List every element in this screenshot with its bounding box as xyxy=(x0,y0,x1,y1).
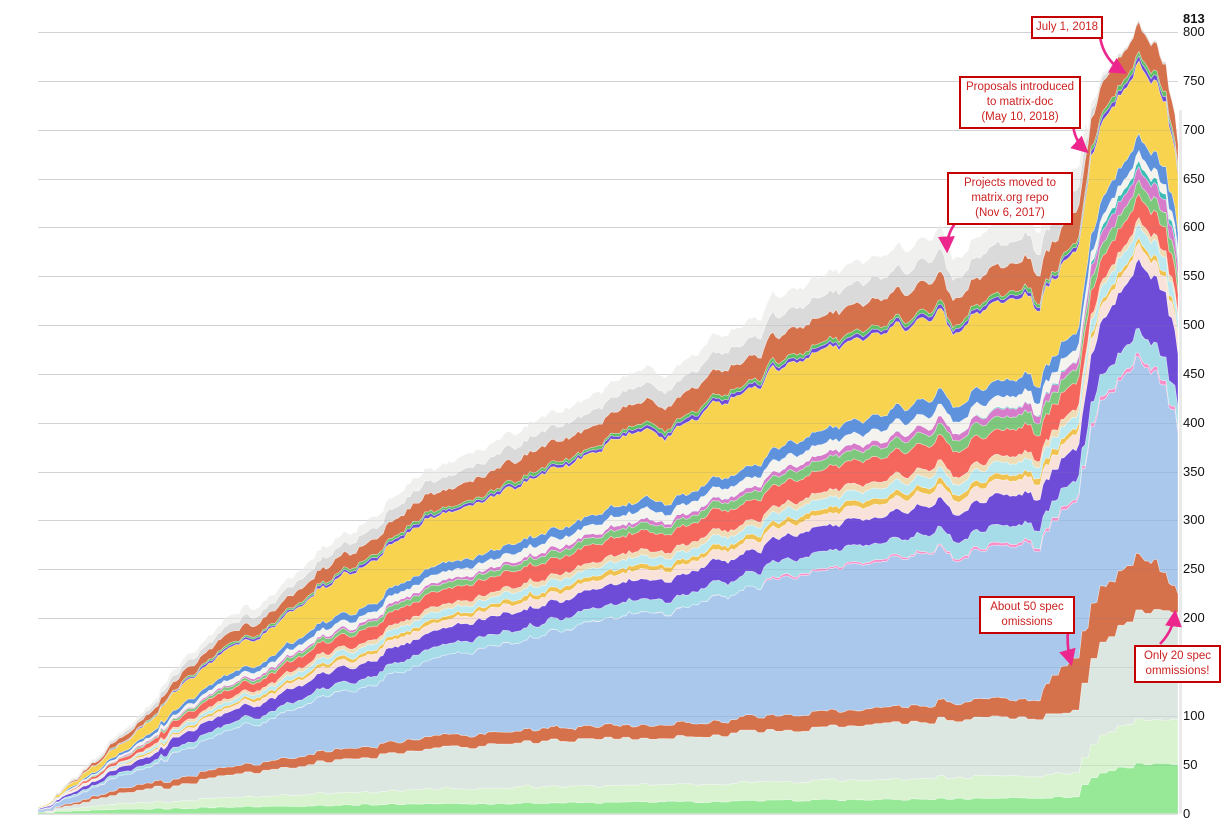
y-axis-tick-label-650: 650 xyxy=(1183,170,1205,186)
y-axis-tick-label-200: 200 xyxy=(1183,610,1205,626)
y-axis-tick-label-550: 550 xyxy=(1183,268,1205,284)
y-axis-tick-label-150: 150 xyxy=(1183,658,1205,674)
y-axis-tick-label-813: 813 xyxy=(1183,11,1205,27)
y-axis-tick-label-750: 750 xyxy=(1183,72,1205,88)
area-band-top-white xyxy=(37,17,1179,808)
y-axis-tick-label-700: 700 xyxy=(1183,121,1205,137)
y-axis-tick-label-100: 100 xyxy=(1183,707,1205,723)
annotation-arrow-only-20-spec-ommissions xyxy=(1159,609,1182,645)
y-axis-tick-label-450: 450 xyxy=(1183,365,1205,381)
y-axis-tick-label-600: 600 xyxy=(1183,219,1205,235)
y-axis-tick-label-50: 50 xyxy=(1183,756,1198,772)
y-axis-tick-label-350: 350 xyxy=(1183,463,1205,479)
annotation-arrow-july-1-2018 xyxy=(1098,36,1127,74)
y-axis-tick-label-0: 0 xyxy=(1183,805,1191,821)
y-axis-tick-label-800: 800 xyxy=(1183,24,1205,39)
y-axis-tick-label-250: 250 xyxy=(1183,561,1205,577)
y-axis-tick-label-300: 300 xyxy=(1183,512,1205,528)
y-axis-tick-label-500: 500 xyxy=(1183,317,1205,333)
annotation-arrow-projects-moved xyxy=(937,220,959,254)
y-axis-tick-label-400: 400 xyxy=(1183,414,1205,430)
